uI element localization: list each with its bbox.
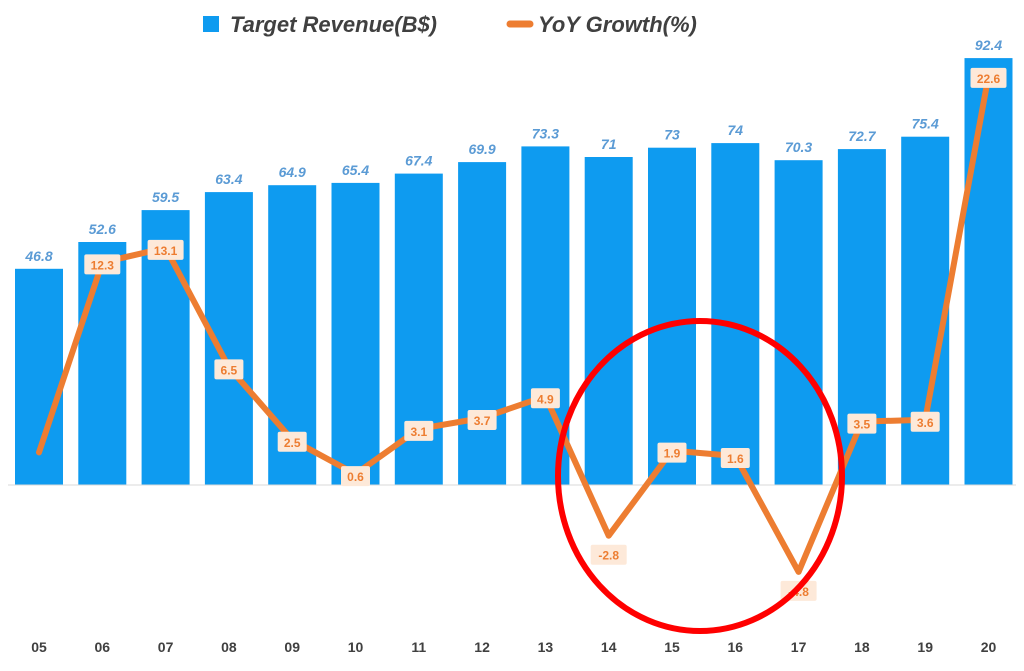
x-tick-label: 18	[854, 639, 870, 655]
x-tick-label: 10	[348, 639, 364, 655]
growth-value-label: 1.9	[664, 447, 681, 461]
x-tick-label: 15	[664, 639, 680, 655]
x-tick-label: 19	[917, 639, 933, 655]
revenue-value-label: 73.3	[532, 125, 559, 141]
legend-label-revenue: Target Revenue(B$)	[230, 12, 437, 37]
growth-value-label: 0.6	[347, 470, 364, 484]
growth-value-label: 1.6	[727, 452, 744, 466]
growth-line-group: 12.313.16.52.50.63.13.74.9-2.81.9 1.6-4.8…	[36, 67, 1007, 601]
x-tick-label: 07	[158, 639, 174, 655]
revenue-value-label: 92.4	[975, 37, 1002, 53]
growth-value-label: 3.7	[474, 414, 491, 428]
revenue-value-label: 71	[601, 136, 617, 152]
revenue-bar	[584, 157, 633, 485]
revenue-bar-labels: 46.8 52.6 59.5 63.4 64.9 65.4 67.4 69.9 73.3 71 73…	[24, 37, 1002, 264]
chart-legend: Target Revenue(B$) YoY Growth(%)	[203, 12, 697, 37]
revenue-bar	[78, 242, 127, 485]
growth-label-box	[590, 544, 627, 565]
revenue-value-label: 70.3	[785, 139, 812, 155]
revenue-value-label: 46.8	[24, 248, 52, 264]
revenue-value-label: 73	[664, 127, 680, 143]
growth-label-box	[910, 411, 940, 432]
revenue-value-label: 65.4	[342, 162, 369, 178]
growth-label-box	[84, 254, 121, 275]
revenue-bar	[901, 136, 950, 485]
revenue-bar	[964, 58, 1013, 485]
growth-value-label: 3.5	[854, 418, 871, 432]
x-tick-label: 16	[728, 639, 744, 655]
growth-label-box	[341, 466, 370, 487]
growth-value-label: 12.3	[91, 258, 115, 272]
growth-value-label: 22.6	[977, 72, 1001, 86]
growth-label-box	[467, 410, 497, 430]
revenue-bar	[458, 162, 507, 485]
growth-label-box	[970, 67, 1007, 88]
revenue-value-label: 64.9	[279, 164, 306, 180]
revenue-value-label: 74	[728, 122, 744, 138]
x-tick-label: 06	[95, 639, 111, 655]
highlight-circle	[555, 318, 845, 634]
growth-value-label: 2.5	[284, 436, 301, 450]
x-tick-label: 13	[538, 639, 554, 655]
legend-label-growth: YoY Growth(%)	[538, 12, 697, 37]
revenue-value-label: 59.5	[152, 189, 179, 205]
revenue-bar	[837, 149, 886, 485]
growth-value-label: -2.8	[598, 549, 619, 563]
revenue-bar	[711, 143, 760, 485]
revenue-value-label: 69.9	[468, 141, 495, 157]
x-tick-label: 14	[601, 639, 617, 655]
revenue-bar	[648, 147, 696, 485]
x-axis-ticks: 05 06 07 08 09 10 11 12 13 14 15 16 17 18 19 20	[31, 639, 996, 655]
growth-label-box	[847, 413, 877, 434]
growth-label-box	[147, 239, 184, 260]
x-tick-label: 11	[411, 639, 426, 655]
x-tick-label: 20	[981, 639, 997, 655]
growth-label-box	[530, 388, 560, 409]
x-tick-label: 08	[221, 639, 237, 655]
growth-value-label: 6.5	[221, 363, 238, 377]
revenue-value-label: 63.4	[215, 171, 242, 187]
growth-value-label: 3.6	[917, 416, 934, 430]
x-tick-label: 17	[791, 639, 807, 655]
revenue-value-label: 67.4	[405, 153, 432, 169]
growth-label-box	[277, 431, 307, 452]
growth-value-label: 3.1	[410, 425, 427, 439]
legend-swatch-revenue	[203, 16, 219, 32]
growth-line	[36, 72, 992, 575]
revenue-value-label: 72.7	[848, 128, 876, 144]
revenue-bar	[774, 160, 823, 485]
revenue-bar	[331, 182, 380, 485]
revenue-value-label: 75.4	[912, 116, 939, 132]
revenue-value-label: 52.6	[89, 221, 116, 237]
growth-label-box	[404, 420, 434, 441]
growth-value-label: 13.1	[154, 244, 178, 258]
x-tick-label: 05	[31, 639, 47, 655]
growth-label-box	[657, 442, 687, 463]
growth-label-box	[214, 359, 244, 380]
growth-label-box	[720, 448, 750, 468]
growth-value-label: 4.9	[537, 392, 554, 406]
x-tick-label: 12	[474, 639, 490, 655]
revenue-bars	[15, 58, 1013, 485]
x-tick-label: 09	[284, 639, 300, 655]
